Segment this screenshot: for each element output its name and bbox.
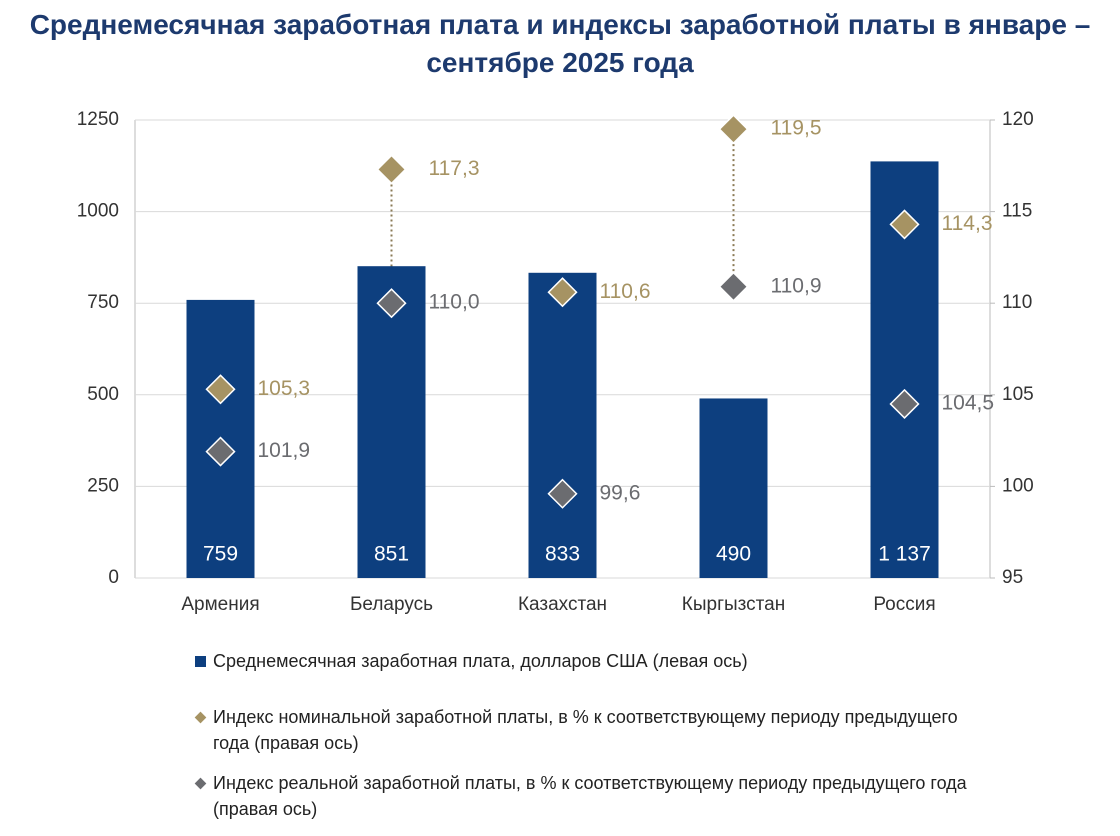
legend-entry: Индекс реальной заработной платы, в % к … [194,770,995,822]
diamond-marker [205,374,236,405]
point-value-label: 99,6 [600,481,641,504]
legend-label: Среднемесячная заработная плата, долларо… [213,651,748,671]
x-tick-label: Кыргызстан [682,594,785,615]
diamond-marker [547,277,578,308]
x-tick-label: Россия [873,594,935,615]
point-value-label: 119,5 [771,117,822,140]
y-tick-label: 750 [87,292,119,313]
point-value-label: 114,3 [942,212,993,235]
y-tick-label: 1250 [77,109,119,130]
y2-tick-label: 105 [1002,384,1034,405]
y-tick-label: 250 [87,475,119,496]
legend: Среднемесячная заработная плата, долларо… [194,648,995,836]
legend-label: Индекс номинальной заработной платы, в %… [213,707,958,753]
legend-swatch [194,711,207,724]
diamond-marker [718,271,749,302]
x-tick-label: Казахстан [518,594,607,615]
bar-value-label: 490 [716,543,751,566]
legend-swatch [195,656,206,667]
legend-label: Индекс реальной заработной платы, в % к … [213,773,967,819]
diamond-marker [376,154,407,185]
point-value-label: 117,3 [429,157,480,180]
x-tick-label: Армения [181,594,259,615]
diamond-marker [718,114,749,145]
chart: 0 250 500 750 1000 1250 95 100 105 110 115 120 Армен… [77,109,1034,615]
bar [528,272,597,578]
page: {"chart_data": {"type": "bar", "title": … [29,9,1091,819]
y2-tick-label: 110 [1002,292,1032,313]
legend-entry: Среднемесячная заработная плата, долларо… [195,648,995,674]
point-value-label: 101,9 [258,439,311,462]
point-value-label: 105,3 [258,377,311,400]
point-value-label: 104,5 [942,392,995,415]
bar-value-label: 759 [203,543,238,566]
diamond-marker [547,478,578,509]
y2-tick-label: 120 [1002,109,1034,130]
point-value-label: 110,9 [771,274,822,297]
diamond-marker [889,209,920,240]
y-tick-label: 500 [87,384,119,405]
bar [699,398,768,578]
diamond-marker [889,388,920,420]
point-value-label: 110,6 [600,280,651,303]
legend-entry: Индекс номинальной заработной платы, в %… [194,704,995,756]
diamond-marker [376,288,407,319]
point-value-label: 110,0 [429,291,480,314]
bar-value-label: 1 137 [878,543,931,566]
bar-value-label: 851 [374,543,409,566]
y2-tick-label: 115 [1002,201,1032,222]
y2-tick-label: 95 [1002,567,1023,588]
chart-title: Среднемесячная заработная плата и индекс… [29,9,1091,78]
y2-tick-label: 100 [1002,475,1034,496]
x-tick-label: Беларусь [350,594,433,615]
diamond-marker [205,436,236,467]
bar-value-label: 833 [545,543,580,566]
legend-swatch [194,777,207,790]
y-tick-label: 0 [108,567,119,588]
y-tick-label: 1000 [77,201,119,222]
